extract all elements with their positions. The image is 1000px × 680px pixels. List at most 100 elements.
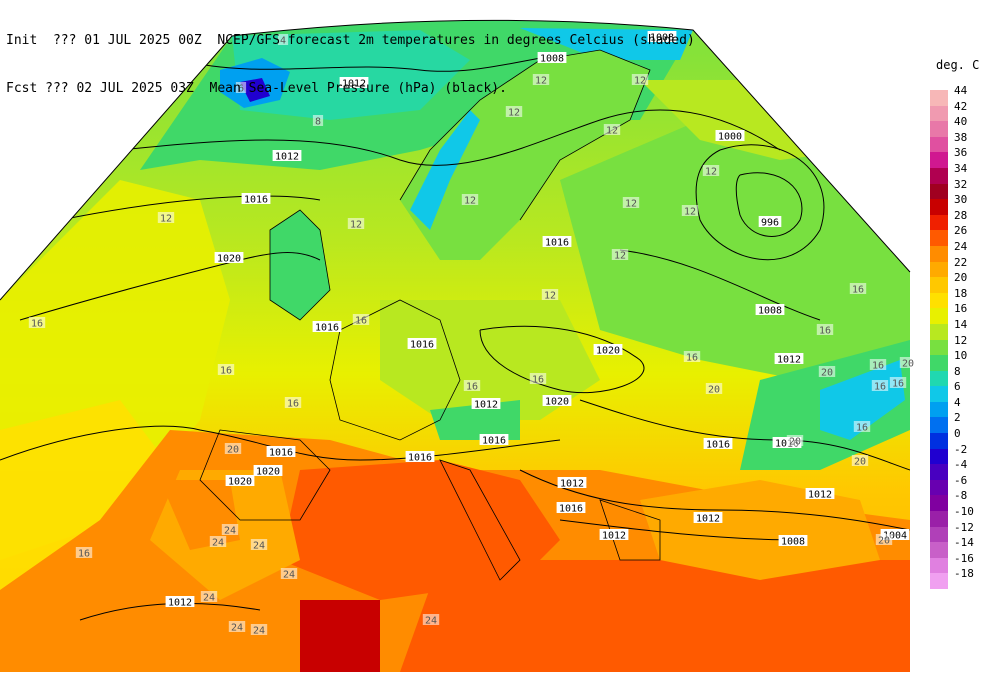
legend-entry: 26 [930, 224, 1000, 246]
color-legend: deg. C 44 42 40 38 36 34 32 30 28 26 24 22 20 18 16 14 1… [930, 58, 1000, 589]
temperature-label-bg [347, 218, 365, 229]
temperature-label: 16 [31, 319, 43, 330]
temperature-label: 12 [705, 167, 717, 178]
temperature-label: 6 [238, 84, 244, 95]
legend-value: -6 [954, 473, 968, 487]
temperature-label: 24 [425, 616, 437, 627]
isobar-label: 1008 [650, 33, 674, 44]
temperature-label-bg [280, 568, 298, 579]
legend-swatch [930, 448, 948, 465]
isobar-label-bg [556, 502, 586, 513]
temperature-label-bg [849, 283, 867, 294]
legend-entry: 18 [930, 287, 1000, 309]
legend-value: 2 [954, 411, 961, 425]
legend-entry: 6 [930, 380, 1000, 402]
temperature-label: 24 [283, 570, 295, 581]
legend-swatch [930, 495, 948, 512]
legend-swatch [930, 542, 948, 558]
legend-rows: 44 42 40 38 36 34 32 30 28 26 24 22 20 18 16 14 12 10 8 6 4 2… [930, 84, 1000, 589]
legend-entry: 4 [930, 396, 1000, 418]
isobar-label-bg [755, 304, 785, 315]
temperature-label: 24 [224, 526, 236, 537]
isobar-label-bg [479, 434, 509, 445]
temperature-label-bg [75, 547, 93, 558]
temperature-label: 24 [253, 541, 265, 552]
temperature-label: 12 [508, 108, 520, 119]
legend-value: 4 [954, 395, 961, 409]
legend-value: 38 [954, 130, 968, 144]
legend-value: 28 [954, 208, 968, 222]
legend-value: 44 [954, 84, 968, 97]
isobar-label: 1012 [602, 531, 626, 542]
legend-swatch [930, 152, 948, 168]
isobar-label-bg [647, 31, 677, 42]
temperature-label-bg [869, 359, 887, 370]
isobar-labels: 1008 1008 1012 1008 1012 1016 1020 1016 1000 996 1… [165, 31, 910, 609]
legend-entry: -12 [930, 521, 1000, 543]
isobar-label-bg [693, 512, 723, 523]
temperature-label: 12 [160, 214, 172, 225]
temperature-label: 20 [878, 536, 890, 547]
legend-swatch [930, 355, 948, 371]
isobar-label-bg [542, 395, 572, 406]
isobar-label: 1016 [315, 323, 339, 334]
legend-entry: 12 [930, 334, 1000, 356]
isobar-label-bg [758, 216, 782, 227]
projection-edge [0, 19, 911, 301]
legend-value: -18 [954, 567, 974, 581]
isobar-label: 1012 [168, 598, 192, 609]
isobar-label-bg [593, 344, 623, 355]
legend-entry: -8 [930, 489, 1000, 512]
legend-swatch [930, 479, 948, 496]
legend-entry: 36 [930, 146, 1000, 168]
isobar-label: 1004 [883, 531, 907, 542]
legend-swatch [930, 199, 948, 215]
temperature-label-bg [277, 34, 289, 45]
temperature-label: 8 [315, 117, 321, 128]
legend-value: 16 [954, 302, 968, 316]
legend-swatch [930, 464, 948, 480]
isobar-label-bg [471, 398, 501, 409]
legend-swatch [930, 121, 948, 137]
temperature-label: 20 [708, 385, 720, 396]
temperature-label: 16 [872, 361, 884, 372]
temperature-label-bg [851, 455, 869, 466]
legend-entry: 22 [930, 256, 1000, 278]
temperature-label-bg [228, 621, 246, 632]
legend-entry: -16 [930, 552, 1000, 574]
legend-value: 6 [954, 380, 961, 394]
temperature-label-bg [221, 524, 239, 535]
legend-entry: -14 [930, 536, 1000, 558]
isobar-label-bg [266, 446, 296, 457]
legend-swatch [930, 401, 948, 418]
isobar-label: 1012 [342, 79, 366, 90]
isobar-label-bg [253, 465, 283, 476]
isobar-label-bg [542, 236, 572, 247]
legend-swatch [930, 511, 948, 527]
temperature-label-bg [352, 314, 370, 325]
init-value: ??? 01 JUL 2025 00Z [52, 33, 202, 48]
legend-value: 24 [954, 239, 968, 253]
legend-entry: 42 [930, 100, 1000, 122]
temperature-label-bg [461, 194, 479, 205]
legend-entry: -2 [930, 443, 1000, 465]
legend-swatch [930, 261, 948, 278]
temperature-label-bg [611, 249, 629, 260]
legend-entry: 30 [930, 193, 1000, 215]
temperature-label-bg [217, 364, 235, 375]
legend-swatch [930, 370, 948, 387]
legend-value: 22 [954, 255, 968, 269]
legend-entry: -18 [930, 567, 1000, 589]
title-line-2: Mean Sea-Level Pressure (hPa) (black). [209, 81, 507, 96]
legend-entry: -10 [930, 505, 1000, 527]
legend-entry: 24 [930, 240, 1000, 262]
temperature-label-bg [422, 614, 440, 625]
temperature-label: 24 [231, 623, 243, 634]
temperature-label-bg [853, 421, 871, 432]
isobar-label: 1012 [560, 479, 584, 490]
legend-swatch [930, 433, 948, 449]
isobar-label-bg [805, 488, 835, 499]
isobar-label-bg [715, 130, 745, 141]
legend-value: 10 [954, 349, 968, 363]
